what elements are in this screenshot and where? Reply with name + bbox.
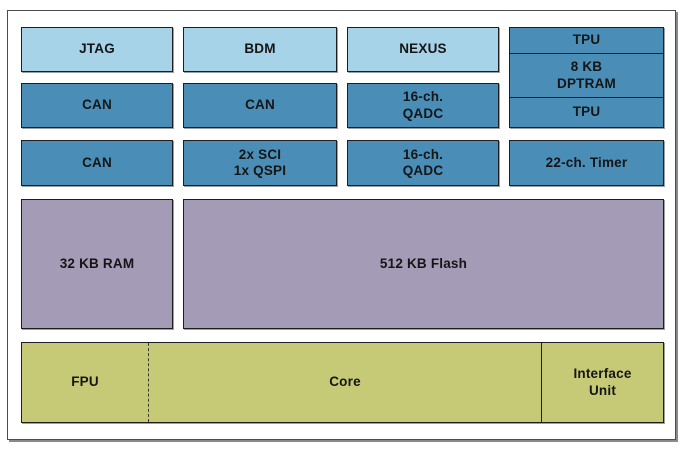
block-fpu: FPU [22,343,149,422]
block-ram: 32 KB RAM [21,199,173,329]
block-core: Core [329,374,361,390]
diagram-outer-frame: JTAG BDM NEXUS TPU 8 KB DPTRAM TPU CAN C… [7,10,676,440]
block-dptram: 8 KB DPTRAM [510,54,663,98]
block-tpu-stack: TPU 8 KB DPTRAM TPU [509,27,664,128]
block-nexus: NEXUS [347,27,499,72]
block-qadc-1: 16-ch. QADC [347,83,499,128]
block-jtag: JTAG [21,27,173,72]
block-sci-qspi: 2x SCI 1x QSPI [183,140,337,186]
block-interface-unit: Interface Unit [541,343,663,422]
block-timer: 22-ch. Timer [509,140,664,186]
chip-block-diagram: JTAG BDM NEXUS TPU 8 KB DPTRAM TPU CAN C… [21,27,664,423]
block-flash: 512 KB Flash [183,199,664,329]
block-qadc-2: 16-ch. QADC [347,140,499,186]
block-can-1: CAN [21,83,173,128]
block-can-3: CAN [21,140,173,186]
block-core-bar: FPU Core Interface Unit [21,342,664,423]
block-tpu-top: TPU [510,28,663,54]
block-tpu-bottom: TPU [572,104,601,120]
block-bdm: BDM [183,27,337,72]
block-can-2: CAN [183,83,337,128]
